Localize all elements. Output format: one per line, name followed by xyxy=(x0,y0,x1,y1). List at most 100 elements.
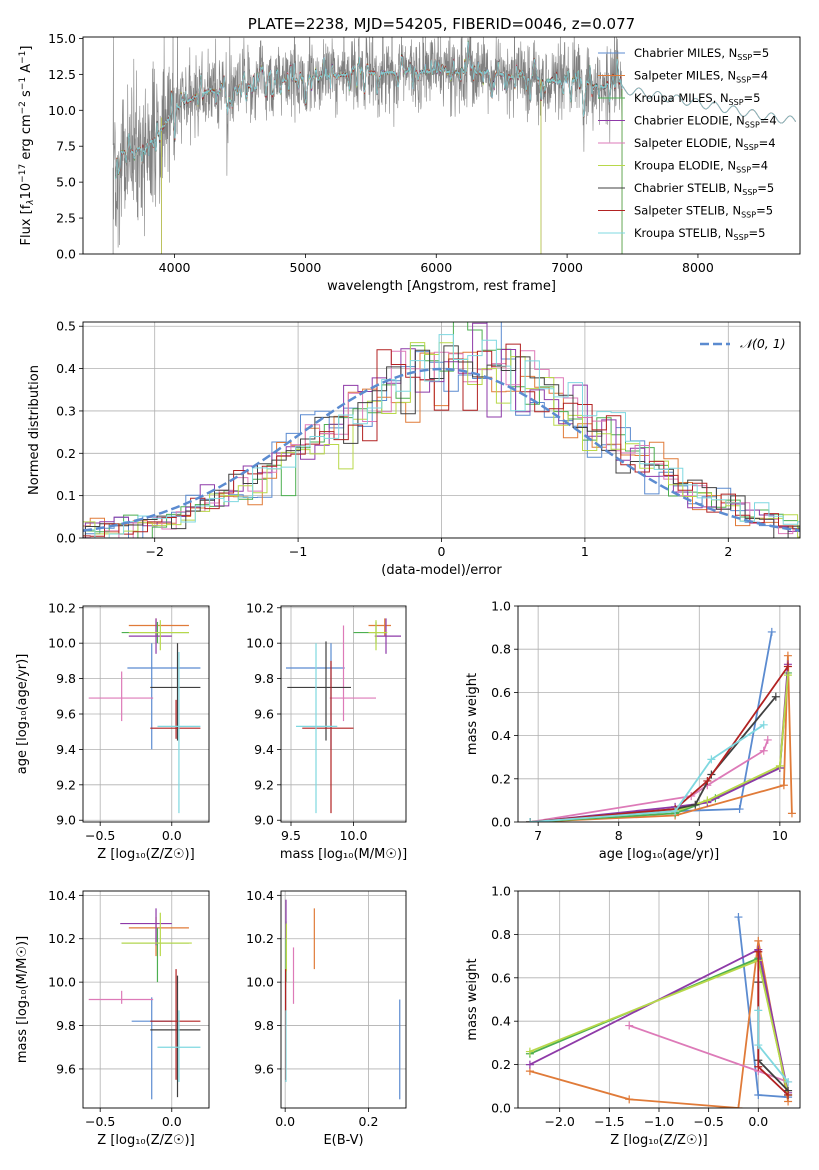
weight-marker xyxy=(671,807,680,816)
mass-vs-Z-ylabel: mass [log₁₀(M/M☉)] xyxy=(15,936,30,1063)
spectrum-title: PLATE=2238, MJD=54205, FIBERID=0046, z=0… xyxy=(248,15,635,33)
weight-marker xyxy=(754,1090,763,1099)
y-tick-label: 2.5 xyxy=(56,211,76,226)
y-tick-label: 10.4 xyxy=(246,888,274,903)
x-tick-label: 7000 xyxy=(551,260,583,275)
weight-marker xyxy=(707,755,716,764)
y-tick-label: 0.2 xyxy=(491,1057,511,1072)
legend-entry: Salpeter MILES, NSSP=4 xyxy=(634,69,768,85)
x-tick-label: 2 xyxy=(724,544,732,559)
age-vs-mass-ticks: 9.5 10.0 9.0 9.2 9.4 9.6 9.8 10.0 10.2 xyxy=(246,600,367,843)
y-tick-label: 0.0 xyxy=(56,247,76,262)
y-tick-label: 10.4 xyxy=(48,888,76,903)
y-tick-label: 9.6 xyxy=(254,1061,274,1076)
histogram-step xyxy=(83,334,800,538)
weight-line xyxy=(530,724,765,822)
weight-line xyxy=(530,672,789,822)
weight-marker xyxy=(759,746,768,755)
x-tick-label: 1 xyxy=(581,544,589,559)
mass-weight-vs-Z-xlabel: Z [log₁₀(Z/Z☉)] xyxy=(610,1133,707,1148)
y-tick-label: 9.8 xyxy=(254,671,274,686)
residuals-frame xyxy=(82,321,801,539)
x-tick-label: 0 xyxy=(438,544,446,559)
weight-marker xyxy=(735,805,744,814)
weight-marker xyxy=(754,936,763,945)
y-tick-label: 1.0 xyxy=(491,884,511,899)
y-tick-label: 0.0 xyxy=(491,815,511,830)
x-tick-label: −0.5 xyxy=(85,1114,115,1129)
weight-marker xyxy=(754,1006,763,1015)
spectrum-xlabel: wavelength [Angstrom, rest frame] xyxy=(327,279,556,294)
mass-weight-vs-age-xlabel: age [log₁₀(age/yr)] xyxy=(599,847,720,862)
x-tick-label: −1.5 xyxy=(594,1114,624,1129)
age-vs-mass-frame xyxy=(280,605,407,823)
age-vs-Z-ticks: −0.5 0.0 9.0 9.2 9.4 9.6 9.8 10.0 10.2 xyxy=(48,600,182,843)
x-tick-label: 4000 xyxy=(159,260,191,275)
y-tick-label: 0.4 xyxy=(491,728,511,743)
weight-marker xyxy=(625,1095,634,1104)
y-tick-label: 10.0 xyxy=(48,636,76,651)
weight-marker xyxy=(525,1047,534,1056)
y-tick-label: 9.8 xyxy=(56,1018,76,1033)
x-tick-label: 8000 xyxy=(682,260,714,275)
mass-weight-vs-age-plot-area xyxy=(518,606,800,822)
x-tick-label: −2.0 xyxy=(545,1114,575,1129)
age-vs-mass-xlabel: mass [log₁₀(M/M☉)] xyxy=(280,847,407,862)
y-tick-label: 9.6 xyxy=(56,707,76,722)
weight-marker xyxy=(771,692,780,701)
y-tick-label: 0.5 xyxy=(56,319,76,334)
y-tick-label: 0.4 xyxy=(491,1014,511,1029)
y-tick-label: 9.2 xyxy=(254,777,274,792)
y-tick-label: 10.0 xyxy=(48,103,76,118)
x-tick-label: 9.5 xyxy=(281,828,301,843)
histogram-step xyxy=(83,343,800,537)
y-tick-label: 9.6 xyxy=(254,707,274,722)
x-tick-label: 6000 xyxy=(420,260,452,275)
spectrum-model-line xyxy=(115,41,796,179)
mass-vs-ebv-plot-area xyxy=(281,891,406,1108)
x-tick-label: 9 xyxy=(695,828,703,843)
legend-entry: Chabrier MILES, NSSP=5 xyxy=(634,46,769,62)
y-tick-label: 10.0 xyxy=(246,636,274,651)
y-tick-label: 9.4 xyxy=(254,742,274,757)
x-tick-label: −0.5 xyxy=(693,1114,723,1129)
y-tick-label: 10.2 xyxy=(246,600,274,615)
legend-entry: Salpeter STELIB, NSSP=5 xyxy=(634,204,773,220)
x-tick-label: −1 xyxy=(289,544,307,559)
weight-marker xyxy=(754,1041,763,1050)
y-tick-label: 0.8 xyxy=(491,927,511,942)
legend-entry: Chabrier STELIB, NSSP=5 xyxy=(634,181,774,197)
weight-line xyxy=(530,631,773,822)
weight-marker xyxy=(767,627,776,636)
residuals-ticks: −2 −1 0 1 2 0.0 0.1 0.2 0.3 0.4 0.5 xyxy=(56,319,732,559)
weight-marker xyxy=(783,671,792,680)
weight-marker xyxy=(783,651,792,660)
mass-vs-ebv-frame xyxy=(280,890,407,1109)
y-tick-label: 10.2 xyxy=(48,931,76,946)
histogram-step xyxy=(83,322,800,538)
y-tick-label: 10.0 xyxy=(246,975,274,990)
weight-marker xyxy=(783,662,792,671)
y-tick-label: 7.5 xyxy=(56,139,76,154)
mass-weight-vs-age-frame xyxy=(517,605,801,823)
x-tick-label: 0.2 xyxy=(359,1114,379,1129)
legend-entry: Chabrier ELODIE, NSSP=4 xyxy=(634,114,777,130)
weight-marker xyxy=(691,800,700,809)
weight-marker xyxy=(787,809,796,818)
weight-marker xyxy=(759,720,768,729)
y-tick-label: 9.0 xyxy=(254,813,274,828)
mass-vs-ebv-ticks: 0.0 0.2 9.6 9.8 10.0 10.2 10.4 xyxy=(246,888,378,1129)
weight-marker xyxy=(703,796,712,805)
x-tick-label: −0.5 xyxy=(85,828,115,843)
y-tick-label: 0.2 xyxy=(491,771,511,786)
spectrum-frame xyxy=(82,36,801,255)
y-tick-label: 10.2 xyxy=(246,931,274,946)
x-tick-label: 7 xyxy=(534,828,542,843)
mass-vs-ebv-xlabel: E(B-V) xyxy=(323,1133,363,1148)
x-tick-label: 0.0 xyxy=(748,1114,768,1129)
mass-vs-Z-ticks: −0.5 0.0 9.6 9.8 10.0 10.2 10.4 xyxy=(48,888,182,1129)
spectrum-plot-area xyxy=(112,37,796,254)
weight-marker xyxy=(763,735,772,744)
weight-marker xyxy=(754,947,763,956)
residuals-xlabel: (data-model)/error xyxy=(381,563,502,578)
